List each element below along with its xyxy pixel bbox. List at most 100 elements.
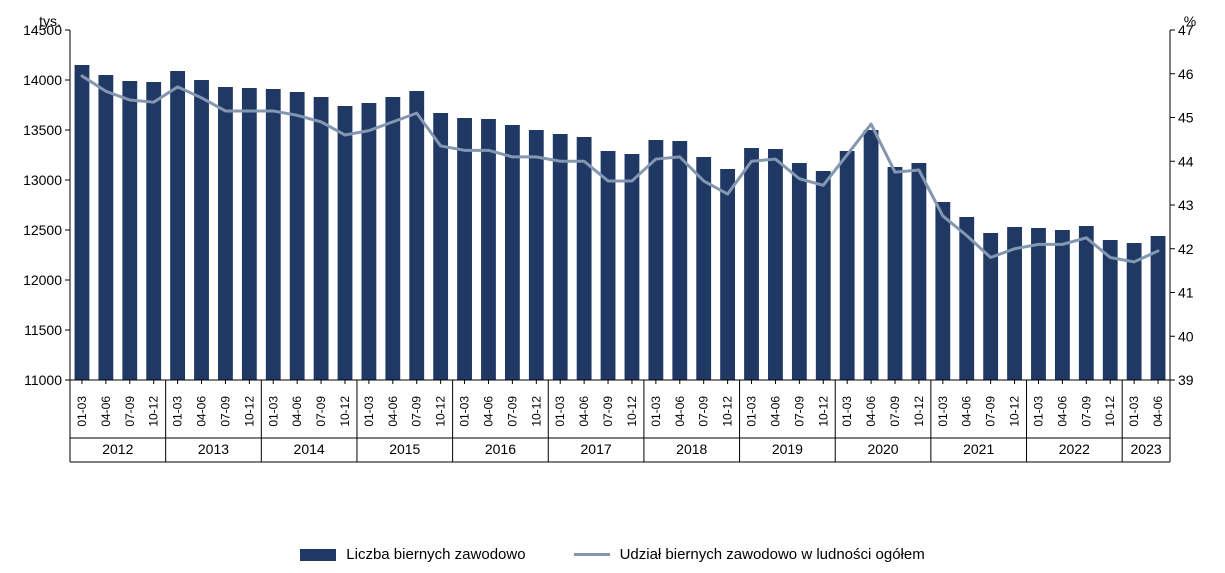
bar	[433, 113, 448, 380]
bar	[1055, 230, 1070, 380]
bar	[888, 167, 903, 380]
y-right-title: %	[1184, 13, 1196, 29]
svg-text:01-03: 01-03	[936, 396, 950, 427]
svg-text:13000: 13000	[23, 172, 62, 188]
inactive-population-chart: 1100011500120001250013000135001400014500…	[10, 10, 1215, 542]
svg-text:07-09: 07-09	[410, 396, 424, 427]
svg-text:42: 42	[1178, 241, 1194, 257]
svg-text:43: 43	[1178, 197, 1194, 213]
svg-text:10-12: 10-12	[529, 396, 543, 427]
bar	[362, 103, 377, 380]
legend-item-bars: Liczba biernych zawodowo	[300, 546, 525, 563]
bar	[601, 151, 616, 380]
svg-text:04-06: 04-06	[768, 396, 782, 427]
svg-text:40: 40	[1178, 328, 1194, 344]
year-label: 2022	[1059, 441, 1090, 457]
svg-text:01-03: 01-03	[75, 396, 89, 427]
svg-text:07-09: 07-09	[314, 396, 328, 427]
bar	[696, 157, 711, 380]
svg-text:11000: 11000	[24, 372, 62, 388]
svg-text:07-09: 07-09	[697, 396, 711, 427]
year-label: 2012	[102, 441, 133, 457]
svg-text:07-09: 07-09	[888, 396, 902, 427]
svg-text:07-09: 07-09	[1079, 396, 1093, 427]
bar	[840, 151, 855, 380]
svg-text:12000: 12000	[23, 272, 62, 288]
legend-swatch-line	[574, 553, 610, 556]
svg-text:04-06: 04-06	[673, 396, 687, 427]
svg-text:41: 41	[1178, 285, 1194, 301]
year-label: 2020	[867, 441, 898, 457]
bar	[744, 148, 759, 380]
bar	[625, 154, 640, 380]
svg-text:01-03: 01-03	[458, 396, 472, 427]
bar	[266, 89, 281, 380]
svg-text:10-12: 10-12	[147, 396, 161, 427]
svg-text:01-03: 01-03	[840, 396, 854, 427]
svg-text:10-12: 10-12	[242, 396, 256, 427]
svg-text:07-09: 07-09	[123, 396, 137, 427]
bar	[314, 97, 329, 380]
bar	[146, 82, 161, 380]
year-label: 2023	[1131, 441, 1162, 457]
bar	[194, 80, 209, 380]
svg-text:01-03: 01-03	[649, 396, 663, 427]
bar	[1031, 228, 1046, 380]
bar	[98, 75, 113, 380]
svg-text:01-03: 01-03	[1031, 396, 1045, 427]
bar	[792, 163, 807, 380]
legend: Liczba biernych zawodowo Udział biernych…	[10, 546, 1215, 563]
year-label: 2016	[485, 441, 516, 457]
year-label: 2019	[772, 441, 803, 457]
bar	[672, 141, 687, 380]
bar	[1079, 226, 1094, 380]
bar	[553, 134, 568, 380]
bar	[385, 97, 400, 380]
year-label: 2018	[676, 441, 707, 457]
year-label: 2017	[581, 441, 612, 457]
svg-text:10-12: 10-12	[816, 396, 830, 427]
bar	[290, 92, 305, 380]
legend-bar-label: Liczba biernych zawodowo	[346, 546, 525, 563]
bar	[648, 140, 663, 380]
svg-text:01-03: 01-03	[553, 396, 567, 427]
bar	[338, 106, 353, 380]
legend-swatch-bar	[300, 549, 336, 561]
svg-text:04-06: 04-06	[99, 396, 113, 427]
svg-text:04-06: 04-06	[864, 396, 878, 427]
bar	[1103, 240, 1118, 380]
svg-text:10-12: 10-12	[434, 396, 448, 427]
bar	[409, 91, 424, 380]
year-label: 2014	[294, 441, 325, 457]
svg-text:01-03: 01-03	[1127, 396, 1141, 427]
svg-text:04-06: 04-06	[195, 396, 209, 427]
year-label: 2013	[198, 441, 229, 457]
svg-text:10-12: 10-12	[338, 396, 352, 427]
svg-text:11500: 11500	[24, 322, 62, 338]
svg-text:10-12: 10-12	[1103, 396, 1117, 427]
svg-text:01-03: 01-03	[362, 396, 376, 427]
svg-text:04-06: 04-06	[386, 396, 400, 427]
svg-text:04-06: 04-06	[1151, 396, 1165, 427]
bar	[1151, 236, 1166, 380]
svg-text:46: 46	[1178, 66, 1194, 82]
svg-text:13500: 13500	[23, 122, 62, 138]
bar	[912, 163, 927, 380]
svg-text:04-06: 04-06	[577, 396, 591, 427]
bar	[816, 171, 831, 380]
svg-text:04-06: 04-06	[1055, 396, 1069, 427]
svg-text:01-03: 01-03	[266, 396, 280, 427]
svg-text:07-09: 07-09	[792, 396, 806, 427]
svg-text:07-09: 07-09	[505, 396, 519, 427]
bar	[577, 137, 592, 380]
bar	[935, 202, 950, 380]
svg-text:07-09: 07-09	[601, 396, 615, 427]
svg-text:04-06: 04-06	[481, 396, 495, 427]
bar	[457, 118, 472, 380]
bar	[720, 169, 735, 380]
svg-text:39: 39	[1178, 372, 1194, 388]
chart-svg: 1100011500120001250013000135001400014500…	[10, 10, 1215, 490]
bar	[864, 130, 879, 380]
bar	[481, 119, 496, 380]
bar	[242, 88, 257, 380]
